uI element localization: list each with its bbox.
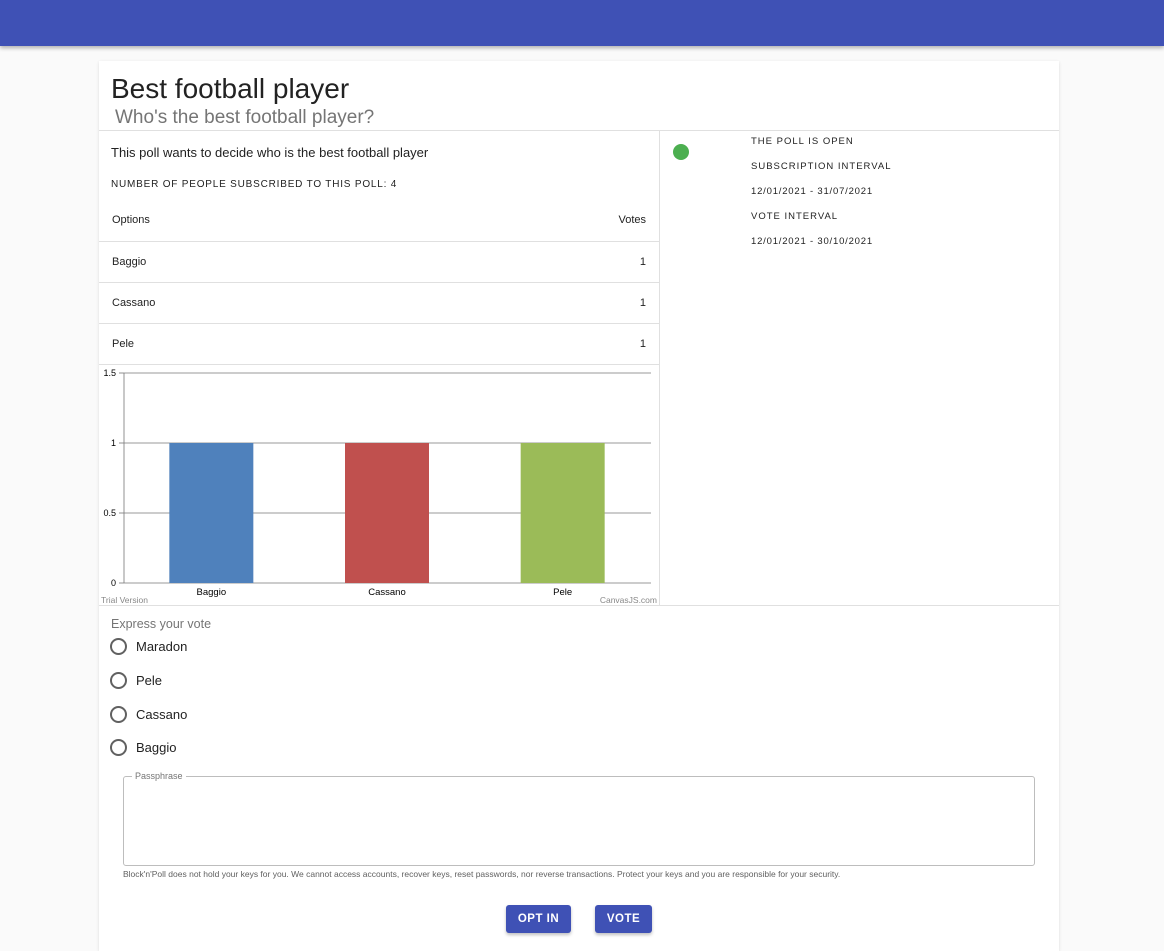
- opt-in-button[interactable]: OPT IN: [506, 905, 571, 933]
- security-helper-text: Block'n'Poll does not hold your keys for…: [123, 869, 841, 879]
- section-divider: [99, 605, 1059, 606]
- x-tick-label: Pele: [553, 587, 572, 598]
- x-tick-label: Baggio: [197, 587, 227, 598]
- vote-option-label: Baggio: [136, 740, 177, 755]
- express-vote-label: Express your vote: [111, 617, 212, 631]
- y-tick-label: 0: [111, 578, 116, 588]
- poll-open-status-icon: [673, 144, 689, 160]
- votes-bar-chart: 0 0.5 1 1.5 Baggio Cassano Pele Trial Version Ca…: [101, 368, 657, 605]
- table-row: Baggio 1: [99, 242, 659, 283]
- y-tick-label: 1: [111, 438, 116, 448]
- table-row: Cassano 1: [99, 283, 659, 324]
- passphrase-label: Passphrase: [132, 771, 186, 781]
- bar-pele: [520, 443, 605, 583]
- vote-button[interactable]: VOTE: [595, 905, 652, 933]
- subscription-interval-label: SUBSCRIPTION INTERVAL: [751, 161, 892, 172]
- bar-baggio: [169, 443, 254, 583]
- poll-card: Best football player Who's the best foot…: [99, 61, 1059, 951]
- radio-button[interactable]: [110, 739, 127, 756]
- poll-subtitle: Who's the best football player?: [115, 107, 375, 128]
- x-tick-label: Cassano: [368, 587, 406, 598]
- vote-option-baggio[interactable]: Baggio: [110, 739, 176, 756]
- subscription-interval-value: 12/01/2021 - 31/07/2021: [751, 186, 873, 197]
- vote-option-cassano[interactable]: Cassano: [110, 706, 187, 723]
- header-divider: [99, 130, 1059, 131]
- poll-title: Best football player: [111, 73, 350, 104]
- vote-option-label: Maradon: [136, 639, 188, 654]
- app-bar: [0, 0, 1164, 46]
- vote-interval-label: VOTE INTERVAL: [751, 211, 839, 222]
- radio-button[interactable]: [110, 672, 127, 689]
- radio-button[interactable]: [110, 706, 127, 723]
- votes-column-header: Votes: [618, 213, 646, 226]
- bar-cassano: [345, 443, 429, 583]
- option-votes: 1: [639, 338, 646, 350]
- y-tick-label: 1.5: [103, 368, 116, 378]
- options-column-header: Options: [112, 213, 150, 226]
- results-table: Options Votes Baggio 1 Cassano 1 Pele 1: [99, 198, 659, 365]
- vote-option-label: Cassano: [136, 707, 188, 722]
- passphrase-field[interactable]: Passphrase: [123, 771, 1035, 866]
- column-divider: [659, 131, 660, 605]
- canvasjs-watermark: CanvasJS.com: [600, 595, 657, 605]
- option-name: Cassano: [112, 297, 156, 309]
- vote-option-label: Pele: [136, 673, 163, 688]
- trial-version-watermark: Trial Version: [101, 595, 148, 605]
- option-name: Pele: [112, 338, 135, 350]
- y-tick-label: 0.5: [103, 508, 116, 518]
- table-row: Pele 1: [99, 324, 659, 365]
- poll-open-label: THE POLL IS OPEN: [751, 136, 854, 147]
- vote-option-maradon[interactable]: Maradon: [110, 638, 187, 655]
- option-votes: 1: [639, 256, 646, 268]
- radio-button[interactable]: [110, 638, 127, 655]
- subscriber-count: NUMBER OF PEOPLE SUBSCRIBED TO THIS POLL…: [111, 179, 398, 190]
- poll-description: This poll wants to decide who is the bes…: [111, 145, 429, 160]
- vote-interval-value: 12/01/2021 - 30/10/2021: [751, 236, 873, 247]
- option-name: Baggio: [112, 256, 147, 268]
- option-votes: 1: [639, 297, 646, 309]
- table-header: Options Votes: [99, 198, 659, 242]
- vote-option-pele[interactable]: Pele: [110, 672, 162, 689]
